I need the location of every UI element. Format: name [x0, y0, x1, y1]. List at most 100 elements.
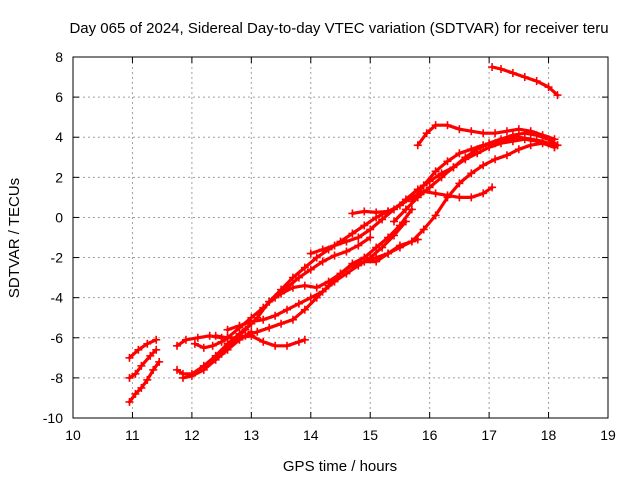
data-point [366, 225, 375, 234]
data-point [271, 341, 280, 350]
chart-title: Day 065 of 2024, Sidereal Day-to-day VTE… [69, 20, 608, 37]
x-tick-label: 16 [422, 427, 438, 443]
data-point [526, 127, 535, 136]
x-tick-label: 14 [303, 427, 319, 443]
data-point [152, 345, 161, 354]
data-point [288, 315, 297, 324]
series-track-3 [125, 357, 164, 406]
data-point [306, 249, 315, 258]
data-point [288, 283, 297, 292]
data-point [211, 331, 220, 340]
data-point [538, 131, 547, 140]
data-point [173, 341, 182, 350]
data-point [277, 319, 286, 328]
data-point [283, 341, 291, 350]
data-point [390, 217, 398, 226]
x-axis-label: GPS time / hours [283, 458, 397, 475]
data-point [407, 197, 416, 206]
series-track [127, 338, 158, 360]
data-point [479, 161, 488, 170]
data-point [467, 145, 476, 154]
data-point [330, 241, 339, 250]
data-point [413, 141, 422, 150]
data-point [137, 361, 146, 370]
series-track-2 [125, 345, 161, 382]
data-point [223, 333, 232, 342]
x-tick-label: 18 [541, 427, 557, 443]
data-point [395, 221, 404, 230]
data-point [173, 365, 182, 374]
data-point [491, 139, 500, 148]
data-point [488, 63, 497, 72]
series-track-17 [348, 207, 393, 218]
data-point [443, 157, 452, 166]
data-point [253, 327, 262, 336]
data-point [125, 397, 134, 406]
data-point [360, 257, 369, 266]
data-point [146, 351, 155, 360]
x-tick-label: 10 [65, 427, 81, 443]
data-point [137, 383, 146, 392]
data-point [143, 375, 152, 384]
data-point [502, 127, 511, 136]
y-tick-label: 6 [55, 89, 63, 105]
data-point [372, 243, 381, 252]
grid-layer [73, 57, 608, 418]
data-point [187, 371, 196, 380]
data-point [149, 365, 158, 374]
data-point [413, 235, 422, 244]
data-point [312, 253, 321, 262]
series-layer [125, 63, 562, 406]
data-point [431, 121, 440, 130]
data-point [199, 343, 208, 352]
data-point [125, 373, 134, 382]
data-point [342, 247, 351, 256]
data-point [324, 277, 333, 286]
data-point [443, 193, 452, 202]
series-track [350, 209, 390, 215]
data-point [283, 305, 291, 314]
data-point [514, 145, 523, 154]
data-point [532, 77, 541, 86]
data-point [378, 215, 387, 224]
data-point [553, 91, 562, 100]
data-point [390, 205, 398, 214]
data-point [467, 127, 476, 136]
data-point [455, 193, 464, 202]
data-point [300, 335, 309, 344]
data-point [401, 205, 410, 214]
data-point [461, 153, 470, 162]
data-point [479, 189, 488, 198]
x-tick-label: 13 [244, 427, 260, 443]
data-point [401, 195, 410, 204]
data-point [199, 365, 208, 374]
data-point [300, 281, 309, 290]
tick-layer: 10 11 12 13 14 15 16 17 18 19 -10 -8 -6 -4 -2 0 2 4 6 8 [43, 49, 616, 443]
data-point [125, 353, 134, 362]
data-point [502, 135, 511, 144]
series-track [267, 141, 557, 304]
data-point [384, 207, 393, 216]
data-point [348, 261, 357, 270]
series-track-16 [407, 133, 559, 206]
data-point [514, 133, 523, 142]
data-point [294, 337, 303, 346]
data-point [550, 143, 559, 152]
data-point [372, 253, 381, 262]
data-point [265, 323, 274, 332]
data-point [330, 251, 339, 260]
data-point [502, 151, 511, 160]
data-point [217, 349, 226, 358]
data-point [508, 69, 517, 78]
data-point [235, 321, 244, 330]
plot-frame [72, 56, 609, 419]
data-point [259, 315, 268, 324]
data-point [208, 341, 217, 350]
series-track-20 [488, 63, 562, 100]
y-tick-label: 8 [55, 49, 63, 65]
data-point [190, 339, 199, 348]
data-point [294, 299, 303, 308]
data-point [193, 333, 202, 342]
data-point [488, 183, 497, 192]
